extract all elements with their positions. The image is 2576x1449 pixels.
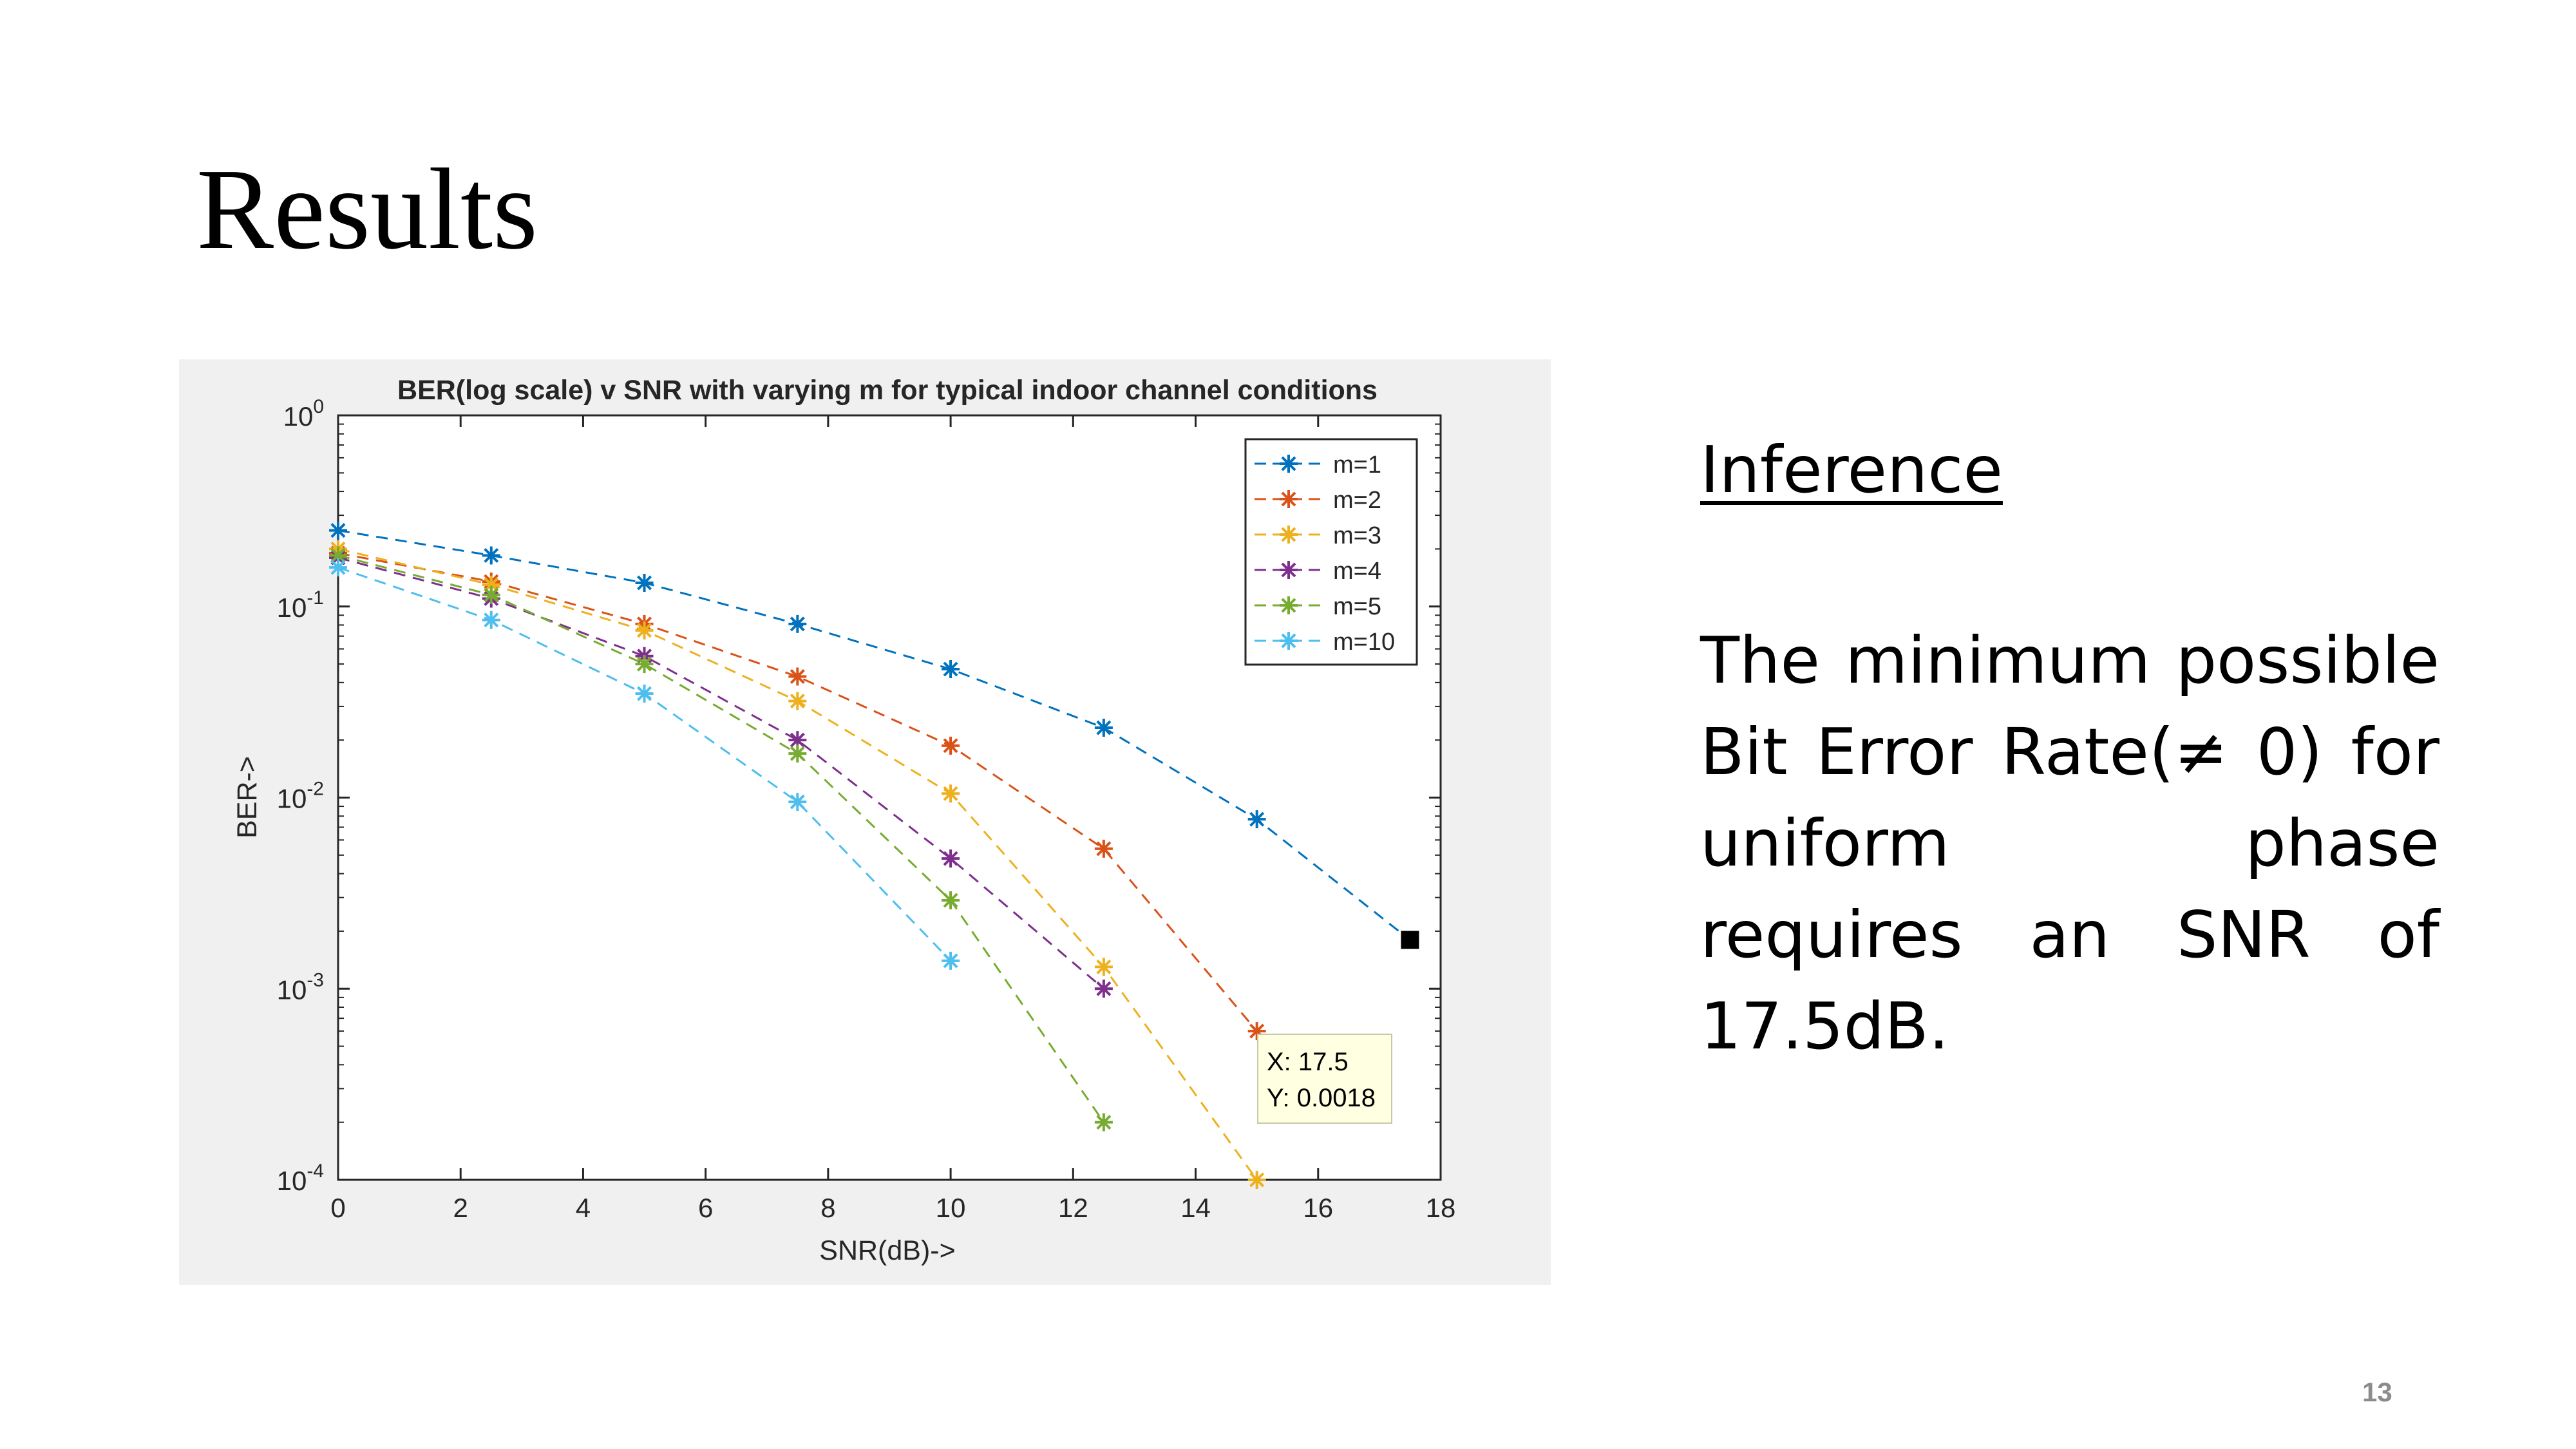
data-point: [635, 655, 654, 674]
y-tick-label: 100: [283, 396, 324, 431]
legend-marker: [1280, 526, 1298, 544]
data-point: [942, 849, 960, 868]
legend-label: m=5: [1333, 593, 1381, 620]
y-tick-label: 10-4: [277, 1160, 324, 1196]
data-point: [942, 951, 960, 970]
data-point: [788, 692, 807, 710]
datatip-box: [1257, 1034, 1392, 1124]
series-m=1: [329, 521, 1411, 941]
legend-marker: [1280, 561, 1298, 579]
y-tick-label: 10-1: [277, 587, 324, 623]
series-line: [337, 529, 1411, 941]
x-tick-label: 14: [1180, 1193, 1211, 1223]
legend-item-m=3: m=3: [1255, 522, 1381, 549]
data-point: [482, 611, 500, 629]
x-tick-label: 8: [820, 1193, 835, 1223]
inference-heading: Inference: [1700, 432, 2003, 507]
series-m=3: [329, 540, 1266, 1189]
data-point: [635, 685, 654, 703]
data-point: [1094, 980, 1113, 998]
x-tick-label: 4: [576, 1193, 591, 1223]
data-point: [1094, 958, 1113, 976]
data-point: [788, 744, 807, 763]
x-axis-label: SNR(dB)->: [819, 1235, 955, 1266]
legend-item-m=4: m=4: [1255, 558, 1381, 585]
data-point: [1247, 1022, 1266, 1041]
data-point: [329, 558, 347, 577]
data-point: [788, 667, 807, 686]
legend-label: m=2: [1333, 487, 1381, 514]
x-tick-label: 0: [330, 1193, 345, 1223]
datatip-marker: [1401, 931, 1419, 949]
y-axis-label: BER->: [232, 756, 263, 838]
datatip-x: X: 17.5: [1267, 1048, 1349, 1076]
legend-item-m=5: m=5: [1255, 593, 1381, 620]
data-tip: X: 17.5 Y: 0.0018: [1257, 931, 1419, 1124]
data-point: [1247, 810, 1266, 829]
legend-marker: [1280, 632, 1298, 650]
ber-vs-snr-chart: BER(log scale) v SNR with varying m for …: [232, 375, 1456, 1266]
x-tick-label: 12: [1058, 1193, 1088, 1223]
data-point: [482, 546, 500, 565]
data-point: [788, 793, 807, 811]
data-point: [942, 660, 960, 679]
legend-label: m=10: [1333, 629, 1395, 656]
legend-item-m=2: m=2: [1255, 487, 1381, 514]
axes: 0 2 4 6 8 10 12 14 16 18 100 10-1 10-2 10-3 10-4: [277, 396, 1456, 1223]
legend-box: [1244, 438, 1418, 666]
data-point: [942, 891, 960, 910]
x-tick-label: 10: [936, 1193, 966, 1223]
data-point: [329, 546, 347, 565]
chart-title: BER(log scale) v SNR with varying m for …: [397, 375, 1378, 406]
legend-item-m=1: m=1: [1255, 451, 1381, 478]
series-lines: [329, 521, 1411, 1189]
data-point: [942, 784, 960, 803]
series-line: [337, 554, 1105, 1123]
x-tick-label: 6: [698, 1193, 713, 1223]
legend-marker: [1280, 596, 1298, 614]
series-line: [337, 556, 1104, 990]
data-point: [635, 621, 654, 639]
x-tick-label: 16: [1303, 1193, 1333, 1223]
legend-label: m=1: [1333, 451, 1381, 478]
data-point: [482, 585, 500, 604]
data-point: [1094, 839, 1113, 858]
legend-item-m=10: m=10: [1255, 629, 1395, 656]
data-point: [788, 614, 807, 633]
data-point: [482, 575, 500, 594]
series-m=5: [329, 546, 1113, 1132]
data-point: [329, 521, 347, 540]
legend-marker: [1280, 490, 1298, 508]
x-tick-label: 2: [453, 1193, 468, 1223]
y-tick-label: 10-2: [277, 779, 324, 814]
y-tick-label: 10-3: [277, 969, 324, 1005]
series-m=10: [329, 558, 960, 970]
data-point: [942, 736, 960, 755]
inference-text: The minimum possible Bit Error Rate(≠ 0)…: [1700, 623, 2439, 1064]
slide-title: Results: [196, 145, 538, 273]
legend: m=1 m=2 m=3 m=4 m=5 m=10: [1244, 438, 1418, 666]
legend-marker: [1280, 455, 1298, 473]
x-tick-label: 18: [1426, 1193, 1456, 1223]
legend-label: m=4: [1333, 558, 1381, 585]
page-number: 13: [2362, 1377, 2392, 1407]
legend-label: m=3: [1333, 522, 1381, 549]
datatip-y: Y: 0.0018: [1267, 1084, 1376, 1112]
data-point: [635, 573, 654, 592]
chart-figure: BER(log scale) v SNR with varying m for …: [179, 359, 1551, 1285]
data-point: [788, 731, 807, 750]
data-point: [1094, 1113, 1113, 1132]
data-point: [1247, 1171, 1266, 1189]
data-point: [1094, 719, 1113, 737]
